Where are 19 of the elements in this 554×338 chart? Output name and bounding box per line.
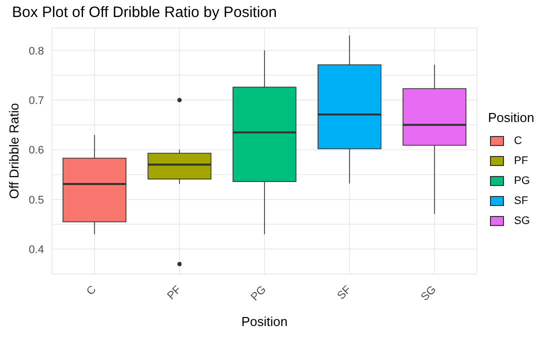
y-tick-label: 0.5 [28,194,44,206]
x-tick-label: PF [165,283,184,302]
legend-label: PG [514,175,530,187]
x-tick-label: PG [248,284,269,304]
legend-label: SG [514,215,530,227]
x-tick-label: C [84,284,99,298]
y-tick-label: 0.7 [28,94,44,107]
y-tick-label: 0.6 [28,144,44,157]
legend-label: PF [514,155,528,167]
x-tick-label: SG [418,284,439,304]
chart-title: Box Plot of Off Dribble Ratio by Position [12,4,277,21]
y-axis-title: Off Dribble Ratio [6,103,22,199]
legend-label: C [514,135,522,147]
legend-title: Position [488,110,534,125]
legend-label: SF [514,195,528,207]
y-tick-label: 0.8 [28,45,44,58]
x-tick-label: SF [335,283,354,302]
y-tick-label: 0.4 [28,244,44,256]
x-axis-title: Position [241,314,288,329]
